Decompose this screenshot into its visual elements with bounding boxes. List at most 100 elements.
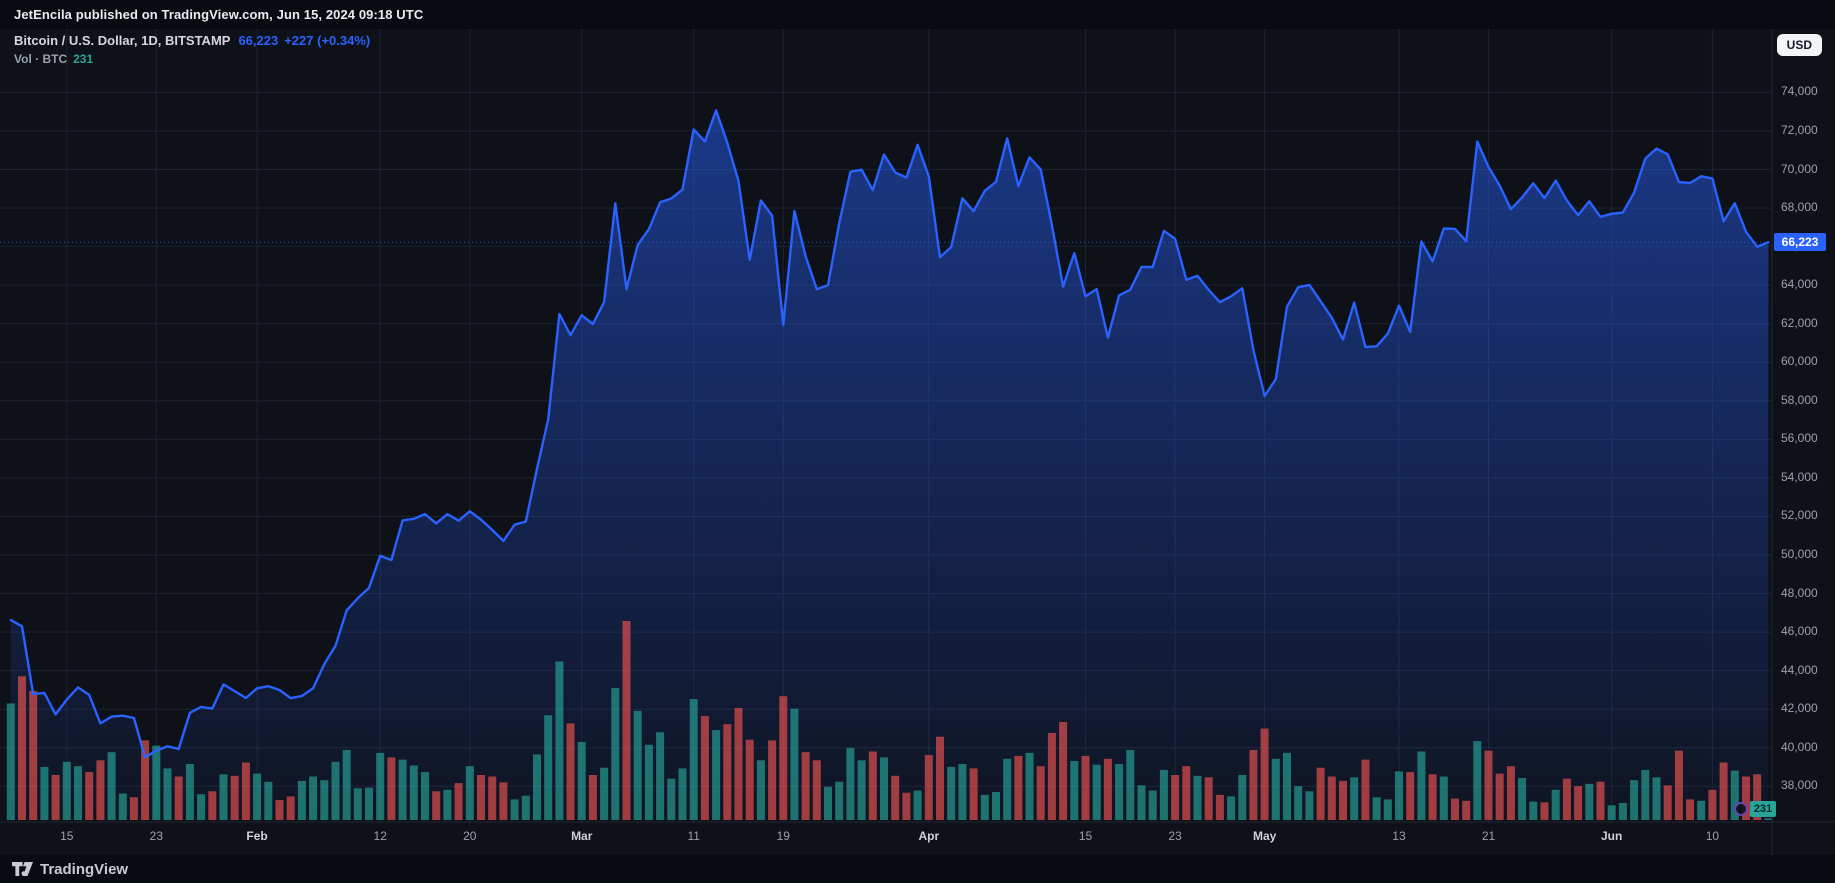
time-axis-label: 19 bbox=[776, 829, 790, 843]
volume-bar bbox=[1339, 780, 1347, 820]
volume-bar bbox=[902, 792, 911, 820]
volume-bar bbox=[1227, 796, 1236, 820]
time-axis-label: 20 bbox=[463, 829, 477, 843]
volume-bar bbox=[1025, 752, 1034, 820]
volume-bar bbox=[85, 772, 94, 820]
volume-bar bbox=[756, 760, 765, 820]
volume-bar bbox=[577, 741, 586, 820]
volume-bar bbox=[1551, 789, 1560, 820]
volume-bar bbox=[790, 708, 799, 820]
volume-bar bbox=[118, 793, 127, 820]
volume-bar bbox=[622, 621, 631, 820]
volume-bar bbox=[6, 703, 15, 820]
volume-bar bbox=[1451, 798, 1459, 820]
volume-bar bbox=[320, 780, 329, 820]
volume-bar bbox=[74, 766, 82, 820]
volume-bar bbox=[566, 723, 575, 820]
volume-bar bbox=[689, 699, 698, 820]
attribution-bar: JetEncila published on TradingView.com, … bbox=[0, 0, 1835, 29]
volume-bar bbox=[678, 768, 687, 820]
volume-bar bbox=[264, 781, 273, 820]
volume-bar bbox=[1327, 776, 1336, 820]
volume-bar bbox=[891, 775, 900, 820]
time-axis-label: 15 bbox=[60, 829, 74, 843]
volume-bar bbox=[1697, 800, 1706, 820]
volume-bar bbox=[1036, 766, 1045, 820]
currency-toggle-usd[interactable]: USD bbox=[1776, 34, 1822, 56]
tradingview-logo[interactable]: TradingView bbox=[12, 861, 128, 878]
volume-bar bbox=[1271, 758, 1280, 820]
volume-bar bbox=[969, 768, 978, 820]
volume-bar bbox=[1059, 722, 1068, 820]
price-axis-label: 42,000 bbox=[1781, 701, 1818, 716]
volume-bar bbox=[1350, 777, 1359, 820]
volume-bar bbox=[1607, 805, 1616, 820]
volume-bar bbox=[1495, 773, 1504, 820]
volume-bar bbox=[1126, 750, 1135, 820]
volume-bar bbox=[454, 783, 463, 820]
price-axis-label: 74,000 bbox=[1781, 84, 1818, 99]
volume-bar bbox=[868, 751, 877, 820]
price-axis-label: 58,000 bbox=[1781, 392, 1818, 407]
volume-bar bbox=[297, 780, 306, 820]
volume-bar bbox=[253, 773, 262, 820]
volume-bar bbox=[1562, 778, 1571, 820]
symbol-title: Bitcoin / U.S. Dollar, 1D, BITSTAMP bbox=[14, 33, 231, 48]
volume-bar bbox=[1383, 799, 1392, 820]
volume-bar bbox=[779, 696, 788, 820]
volume-bar bbox=[1260, 728, 1269, 820]
chart-legend: Bitcoin / U.S. Dollar, 1D, BITSTAMP 66,22… bbox=[14, 33, 370, 66]
price-axis-label: 40,000 bbox=[1781, 739, 1818, 754]
volume-bar bbox=[152, 745, 161, 820]
volume-bar bbox=[1506, 766, 1515, 820]
volume-bar bbox=[734, 708, 743, 820]
volume-bar bbox=[387, 757, 396, 820]
volume-bar bbox=[846, 747, 855, 820]
last-price-value: 66,223 bbox=[238, 33, 279, 48]
time-axis[interactable]: 15 23 Feb 12 20 Mar 11 19 Apr 15 23 May 13 21 Jun 10 bbox=[0, 822, 1772, 855]
price-axis-label: 52,000 bbox=[1781, 508, 1818, 523]
tradingview-brand-text: TradingView bbox=[40, 860, 129, 878]
volume-bar bbox=[633, 710, 642, 820]
volume-bar bbox=[611, 688, 620, 820]
price-axis-label: 48,000 bbox=[1781, 585, 1818, 600]
volume-bar bbox=[421, 772, 429, 820]
volume-bar bbox=[1473, 741, 1482, 820]
volume-bar bbox=[286, 796, 295, 820]
price-axis-label: 44,000 bbox=[1781, 662, 1818, 677]
volume-bar bbox=[1686, 799, 1694, 820]
time-axis-label: Feb bbox=[246, 829, 268, 843]
volume-bar bbox=[1540, 802, 1549, 820]
time-axis-label: 23 bbox=[1168, 829, 1182, 843]
volume-bar bbox=[129, 797, 138, 820]
volume-bar bbox=[309, 776, 318, 820]
volume-bar bbox=[913, 790, 922, 820]
volume-bar bbox=[745, 739, 754, 820]
volume-bar bbox=[1047, 733, 1056, 820]
volume-bar bbox=[40, 766, 49, 820]
volume-bar bbox=[824, 786, 832, 820]
volume-bar bbox=[1417, 751, 1426, 820]
price-axis[interactable]: 74,00072,00070,00068,00066,00064,00062,0… bbox=[1772, 29, 1835, 822]
last-price-badge: 66,223 bbox=[1774, 233, 1826, 252]
volume-bar bbox=[1652, 777, 1661, 820]
time-axis-label: 11 bbox=[687, 829, 700, 843]
footer-bar: TradingView bbox=[0, 855, 1835, 883]
time-axis-label: Apr bbox=[918, 829, 940, 843]
volume-bar bbox=[936, 736, 944, 820]
volume-indicator-label: Vol · BTC bbox=[14, 52, 68, 66]
volume-bar bbox=[544, 715, 553, 820]
price-axis-label: 46,000 bbox=[1781, 624, 1818, 639]
volume-bar bbox=[768, 740, 777, 820]
volume-bar bbox=[62, 761, 71, 820]
volume-bar bbox=[510, 799, 519, 820]
volume-bar bbox=[600, 767, 609, 820]
volume-badge: 231 bbox=[1750, 801, 1776, 817]
volume-bar bbox=[141, 740, 150, 820]
volume-bar bbox=[331, 761, 340, 820]
area-fill bbox=[10, 110, 1769, 821]
price-axis-label: 50,000 bbox=[1781, 547, 1818, 561]
volume-bar bbox=[712, 730, 721, 820]
